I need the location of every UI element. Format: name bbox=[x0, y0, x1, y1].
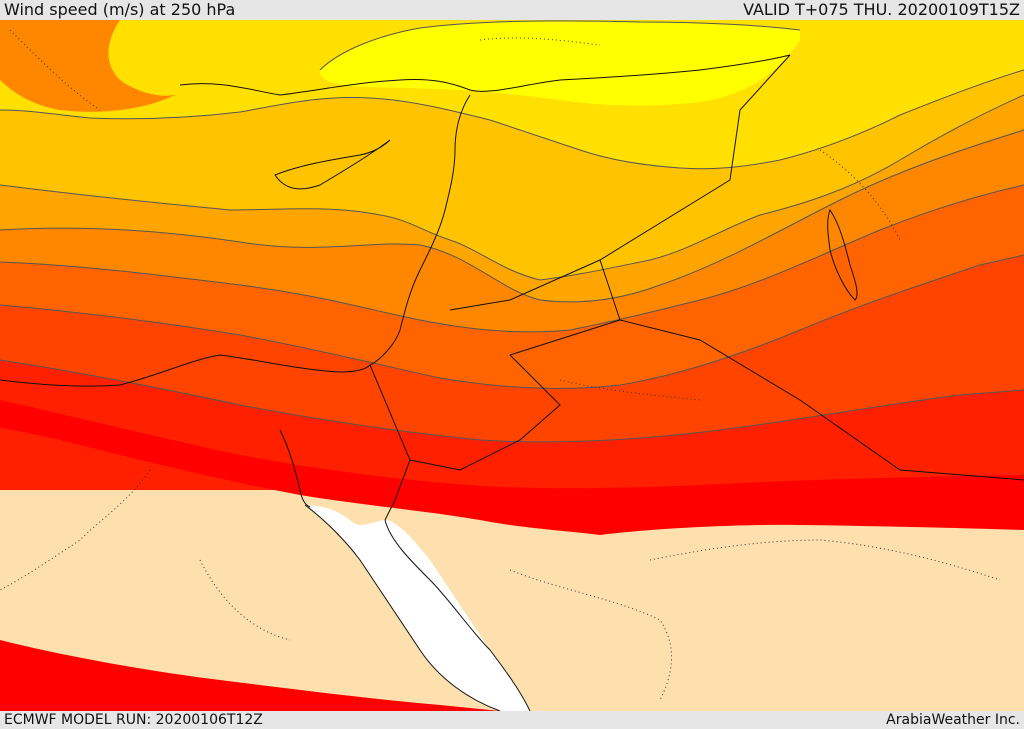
map-canvas bbox=[0, 20, 1024, 711]
valid-time: VALID T+075 THU. 20200109T15Z bbox=[743, 0, 1020, 19]
credit-label: ArabiaWeather Inc. bbox=[886, 712, 1020, 728]
coastline-turkey bbox=[179, 54, 791, 96]
border-line bbox=[509, 319, 621, 356]
contour-line bbox=[0, 94, 1024, 281]
map-title: Wind speed (m/s) at 250 hPa bbox=[4, 0, 236, 19]
coastline-red-sea-west bbox=[304, 504, 501, 711]
contour-line bbox=[319, 20, 801, 71]
dotted-border bbox=[509, 569, 673, 701]
wind-band-south bbox=[0, 640, 500, 711]
map-svg bbox=[0, 20, 1024, 711]
border-line bbox=[449, 54, 791, 311]
dotted-border bbox=[819, 149, 901, 241]
red-sea bbox=[305, 505, 530, 711]
internal-borders bbox=[0, 29, 1001, 701]
coastline-levant bbox=[369, 94, 471, 366]
border-line bbox=[599, 259, 1024, 481]
wind-band-9 bbox=[0, 360, 1024, 490]
wind-band-10 bbox=[0, 400, 1024, 535]
coastline-cyprus bbox=[274, 139, 391, 190]
coastline-north-africa bbox=[0, 354, 371, 387]
contour-line bbox=[0, 254, 1024, 390]
contour-line bbox=[0, 184, 1024, 333]
coastline-persian-gulf bbox=[827, 208, 858, 301]
contour-line bbox=[0, 69, 1024, 170]
dotted-border bbox=[559, 379, 701, 401]
border-line bbox=[409, 354, 561, 471]
wind-band-2 bbox=[319, 20, 800, 106]
model-run-label: ECMWF MODEL RUN: 20200106T12Z bbox=[4, 712, 263, 728]
wind-band-top-left bbox=[0, 20, 180, 112]
coastline-sinai-gulf-suez bbox=[279, 429, 311, 508]
dotted-border bbox=[479, 37, 601, 46]
coastlines bbox=[0, 54, 1024, 711]
header-bar: Wind speed (m/s) at 250 hPa VALID T+075 … bbox=[0, 0, 1024, 20]
footer-bar: ECMWF MODEL RUN: 20200106T12Z ArabiaWeat… bbox=[0, 711, 1024, 729]
dotted-border bbox=[9, 29, 101, 111]
dotted-border bbox=[0, 469, 151, 591]
wind-contours bbox=[0, 20, 1024, 443]
contour-line bbox=[0, 359, 1024, 443]
coastline-red-sea-east bbox=[384, 519, 531, 711]
border-line bbox=[369, 364, 411, 521]
contour-line bbox=[0, 129, 1024, 303]
